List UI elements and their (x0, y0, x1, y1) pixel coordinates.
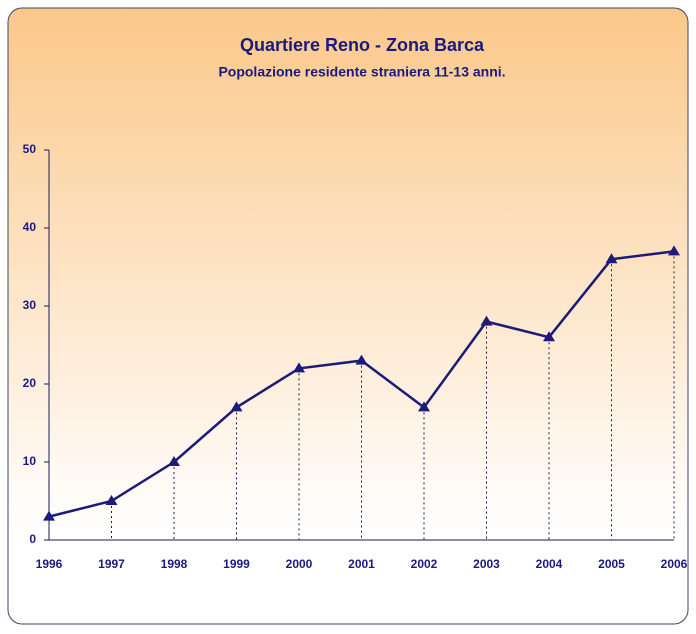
x-tick-label: 1996 (36, 557, 63, 571)
x-tick-label: 1998 (161, 557, 188, 571)
y-tick-label: 10 (23, 454, 37, 468)
marker (105, 495, 118, 505)
marker (230, 401, 243, 412)
x-tick-label: 2002 (411, 557, 438, 571)
marker (668, 245, 680, 256)
chart-title: Quartiere Reno - Zona Barca (240, 35, 485, 55)
x-tick-label: 2004 (536, 557, 563, 571)
marker (418, 401, 430, 412)
marker (480, 315, 493, 326)
chart-subtitle: Popolazione residente straniera 11-13 an… (218, 64, 505, 80)
y-tick-label: 30 (23, 298, 37, 312)
y-tick-label: 40 (23, 220, 37, 234)
marker (355, 354, 368, 365)
marker (543, 331, 555, 342)
y-tick-label: 50 (23, 142, 37, 156)
y-tick-label: 20 (23, 376, 37, 390)
marker (43, 510, 55, 521)
x-tick-label: 1997 (98, 557, 125, 571)
x-tick-label: 1999 (223, 557, 250, 571)
marker (168, 456, 180, 466)
marker (293, 362, 305, 373)
marker (605, 253, 618, 264)
x-tick-label: 2001 (348, 557, 375, 571)
x-tick-label: 2005 (598, 557, 625, 571)
x-tick-label: 2006 (661, 557, 688, 571)
x-tick-label: 2000 (286, 557, 313, 571)
y-tick-label: 0 (29, 532, 36, 546)
x-tick-label: 2003 (473, 557, 500, 571)
chart-background (7, 7, 689, 625)
